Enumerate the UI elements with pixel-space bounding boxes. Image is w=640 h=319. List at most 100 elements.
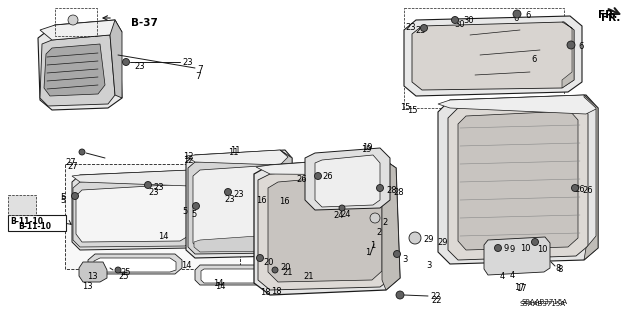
Text: 27: 27 [65,158,76,167]
Polygon shape [44,44,105,96]
Text: 3: 3 [426,261,431,270]
Text: 2: 2 [382,218,387,227]
Text: FR.: FR. [601,13,620,23]
Text: 21: 21 [303,272,314,281]
Polygon shape [254,157,400,295]
Text: 23: 23 [153,183,164,192]
Text: 26: 26 [322,172,333,181]
Text: 2: 2 [376,228,381,237]
Text: 24: 24 [333,211,344,220]
Text: 17: 17 [514,283,525,292]
Polygon shape [484,237,550,275]
Circle shape [68,15,78,25]
Polygon shape [562,22,574,88]
Text: 11: 11 [230,146,241,155]
Text: 6: 6 [525,11,531,20]
Polygon shape [404,16,582,96]
Text: 9: 9 [504,244,509,253]
Text: 23: 23 [415,26,426,35]
Bar [404,8,564,108]
Text: 5: 5 [60,196,65,205]
Circle shape [225,189,232,196]
Bar [55,8,97,36]
Text: 18: 18 [260,288,271,297]
Text: 26: 26 [582,186,593,195]
Polygon shape [584,95,598,260]
Text: 20: 20 [280,263,291,272]
Text: 5: 5 [182,207,188,216]
Polygon shape [110,20,122,98]
Text: 9: 9 [510,245,515,254]
Polygon shape [268,174,382,282]
Text: 1: 1 [365,248,371,257]
Polygon shape [88,254,182,274]
Bar [65,164,240,269]
Polygon shape [186,150,292,165]
Bar [8,195,36,215]
Text: 15: 15 [400,103,410,112]
Text: 25: 25 [120,268,131,277]
Circle shape [531,239,538,246]
Polygon shape [190,170,200,248]
Circle shape [272,267,278,273]
Polygon shape [448,103,588,260]
Text: 23: 23 [233,190,244,199]
Text: 26: 26 [296,175,307,184]
Circle shape [314,173,321,180]
Text: 13: 13 [87,272,98,281]
Text: 10: 10 [537,245,547,254]
Text: 22: 22 [430,292,440,301]
Text: 23: 23 [134,62,145,71]
Circle shape [513,10,521,18]
Polygon shape [438,95,598,114]
Text: 23: 23 [148,188,159,197]
Text: 5: 5 [191,210,196,219]
Text: 14: 14 [181,261,191,270]
Polygon shape [438,95,598,264]
Text: 30: 30 [454,20,465,29]
Text: 23: 23 [224,195,235,204]
Text: 18: 18 [271,287,282,296]
Text: 23: 23 [405,23,415,32]
Polygon shape [315,155,380,207]
Polygon shape [40,35,115,106]
Text: 8: 8 [555,264,561,273]
Text: 6: 6 [531,55,536,64]
Polygon shape [38,20,122,110]
Text: 17: 17 [516,284,527,293]
Text: 27: 27 [67,162,77,171]
Polygon shape [72,170,200,250]
Text: 19: 19 [362,143,372,152]
Text: B-37: B-37 [131,18,158,28]
Text: 14: 14 [158,232,168,241]
Text: 7: 7 [197,65,203,74]
Polygon shape [280,150,292,256]
Polygon shape [380,157,400,290]
Text: 12: 12 [183,152,193,161]
Circle shape [420,25,428,32]
Circle shape [339,205,345,211]
Text: 7: 7 [195,72,201,81]
Text: 8: 8 [557,265,563,274]
Text: 23: 23 [182,58,193,67]
Text: 6: 6 [578,42,584,51]
Polygon shape [194,235,278,252]
Circle shape [567,41,575,49]
Text: 30: 30 [463,16,474,25]
Text: 20: 20 [263,258,273,267]
Polygon shape [195,265,270,285]
Polygon shape [73,176,196,247]
Text: 14: 14 [215,282,225,291]
Polygon shape [201,269,265,283]
Circle shape [572,184,579,191]
Text: 21: 21 [282,268,292,277]
Text: 19: 19 [361,145,371,154]
Circle shape [122,58,129,65]
Text: B-11-10: B-11-10 [10,217,43,226]
Text: 29: 29 [437,238,447,247]
Text: 11: 11 [228,148,239,157]
Circle shape [145,182,152,189]
Text: 14: 14 [213,279,223,288]
Polygon shape [305,148,390,210]
Circle shape [495,244,502,251]
